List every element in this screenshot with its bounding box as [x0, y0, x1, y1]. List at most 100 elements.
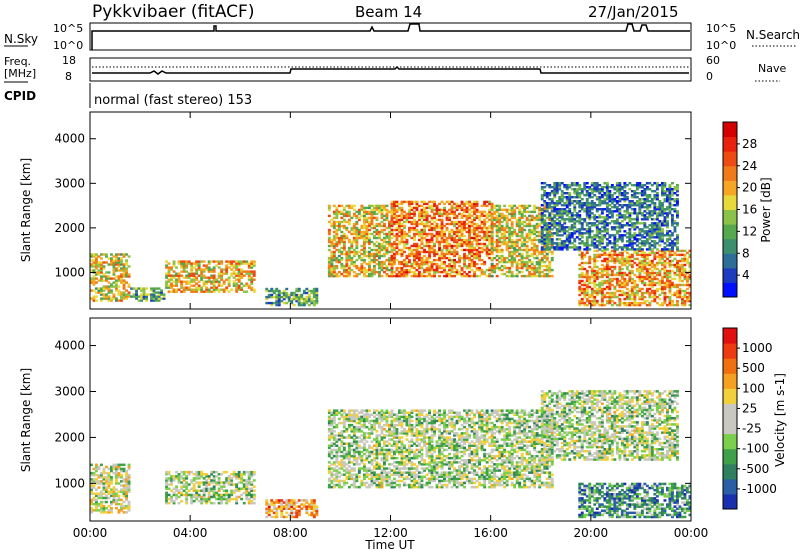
power-cell — [588, 277, 592, 281]
power-cell — [205, 282, 209, 285]
power-cell — [538, 234, 542, 238]
power-cell — [645, 273, 649, 277]
power-cell — [548, 240, 552, 243]
power-cell — [605, 287, 609, 291]
power-cell — [438, 242, 441, 246]
power-cell — [307, 297, 311, 301]
power-cell — [300, 301, 304, 305]
power-cell — [300, 297, 304, 301]
power-cell — [615, 190, 619, 193]
power-cell — [470, 250, 474, 254]
power-cell — [558, 212, 562, 215]
power-cell — [545, 246, 549, 249]
power-cell — [345, 256, 349, 260]
power-cell — [357, 208, 361, 212]
power-cell — [650, 244, 654, 247]
power-cell — [185, 260, 189, 263]
power-cell — [180, 270, 184, 273]
power-cell — [648, 210, 652, 213]
power-cell — [413, 220, 416, 224]
power-cell — [90, 289, 93, 292]
power-cell — [666, 188, 669, 191]
power-cell — [580, 202, 584, 205]
power-cell — [485, 204, 489, 208]
power-cell — [378, 234, 381, 238]
power-cell — [533, 232, 537, 236]
power-cell — [150, 297, 153, 300]
power-cell — [525, 250, 529, 254]
power-cell — [648, 224, 652, 227]
power-cell — [97, 255, 101, 258]
beam-label: Beam 14 — [355, 3, 422, 21]
power-cell — [653, 253, 657, 257]
power-cell — [618, 208, 622, 211]
power-cell — [495, 274, 499, 278]
power-cell — [578, 202, 582, 205]
power-cell — [500, 240, 504, 244]
power-cell — [598, 190, 602, 193]
power-cell — [518, 258, 522, 262]
power-cell — [658, 273, 662, 277]
power-cell — [373, 210, 376, 214]
power-cell — [673, 230, 677, 233]
power-cell — [640, 214, 644, 217]
velocity-cell — [90, 471, 93, 475]
power-cell — [505, 220, 509, 224]
power-cell — [195, 268, 199, 271]
power-cell — [190, 288, 194, 291]
power-cell — [585, 269, 589, 273]
power-cell — [352, 270, 356, 274]
power-cell — [420, 238, 424, 242]
power-colorbar-swatch — [723, 253, 737, 269]
power-cell — [92, 255, 96, 258]
power-cell — [468, 256, 471, 260]
power-cell — [350, 246, 354, 250]
power-cell — [676, 190, 679, 193]
power-cell — [608, 204, 612, 207]
power-cell — [543, 242, 547, 245]
power-cell — [453, 266, 456, 270]
power-cell — [490, 226, 494, 230]
power-cell — [588, 218, 592, 221]
power-cell — [513, 256, 517, 260]
power-cell — [235, 278, 239, 281]
power-cell — [600, 246, 604, 249]
power-cell — [515, 224, 519, 228]
power-cell — [352, 232, 356, 236]
power-cell — [207, 260, 211, 263]
power-cell — [580, 255, 584, 259]
power-cell — [440, 200, 444, 204]
power-cell — [518, 208, 522, 212]
power-cell — [435, 270, 439, 274]
power-cell — [603, 279, 607, 283]
power-cell — [630, 293, 634, 297]
power-cell — [628, 255, 632, 259]
power-cell — [433, 234, 436, 238]
power-cell — [217, 262, 221, 265]
power-cell — [433, 242, 436, 246]
power-cell — [425, 214, 429, 218]
power-cell — [510, 242, 514, 246]
power-cell — [468, 236, 471, 240]
power-cell — [240, 262, 244, 265]
power-cell — [623, 198, 627, 201]
power-cell — [388, 230, 391, 234]
power-cell — [605, 248, 609, 251]
power-cell — [327, 228, 331, 232]
power-cell — [478, 230, 481, 234]
power-cell — [585, 182, 589, 185]
power-cell — [182, 264, 186, 267]
power-cell — [453, 274, 456, 278]
power-cell — [585, 238, 589, 241]
power-cell — [217, 280, 221, 283]
power-cell — [578, 246, 582, 249]
power-cell — [335, 244, 339, 248]
power-cell — [578, 234, 582, 237]
power-cell — [192, 288, 196, 291]
power-cell — [628, 257, 632, 261]
power-cell — [297, 299, 301, 303]
power-cell — [142, 295, 146, 298]
power-cell — [155, 295, 158, 298]
power-cell — [380, 204, 384, 208]
power-cell — [661, 291, 664, 295]
